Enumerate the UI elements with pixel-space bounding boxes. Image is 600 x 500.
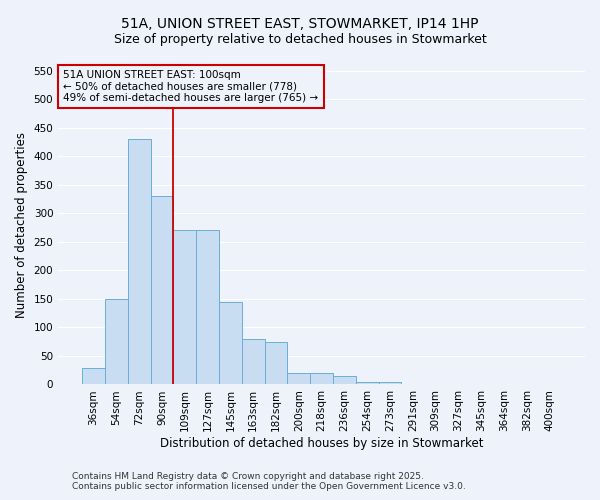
Text: Size of property relative to detached houses in Stowmarket: Size of property relative to detached ho… [113,32,487,46]
Bar [173,230,196,384]
Bar [242,339,265,384]
Bar [151,196,173,384]
Bar [105,299,128,384]
Bar [310,373,333,384]
Text: Contains public sector information licensed under the Open Government Licence v3: Contains public sector information licen… [72,482,466,491]
Bar [356,382,379,384]
Bar [379,382,401,384]
Bar [333,376,356,384]
X-axis label: Distribution of detached houses by size in Stowmarket: Distribution of detached houses by size … [160,437,484,450]
Bar [287,373,310,384]
Bar [128,139,151,384]
Text: 51A, UNION STREET EAST, STOWMARKET, IP14 1HP: 51A, UNION STREET EAST, STOWMARKET, IP14… [121,18,479,32]
Text: Contains HM Land Registry data © Crown copyright and database right 2025.: Contains HM Land Registry data © Crown c… [72,472,424,481]
Bar [196,230,219,384]
Bar [265,342,287,384]
Text: 51A UNION STREET EAST: 100sqm
← 50% of detached houses are smaller (778)
49% of : 51A UNION STREET EAST: 100sqm ← 50% of d… [64,70,319,103]
Y-axis label: Number of detached properties: Number of detached properties [15,132,28,318]
Bar [219,302,242,384]
Bar [82,368,105,384]
